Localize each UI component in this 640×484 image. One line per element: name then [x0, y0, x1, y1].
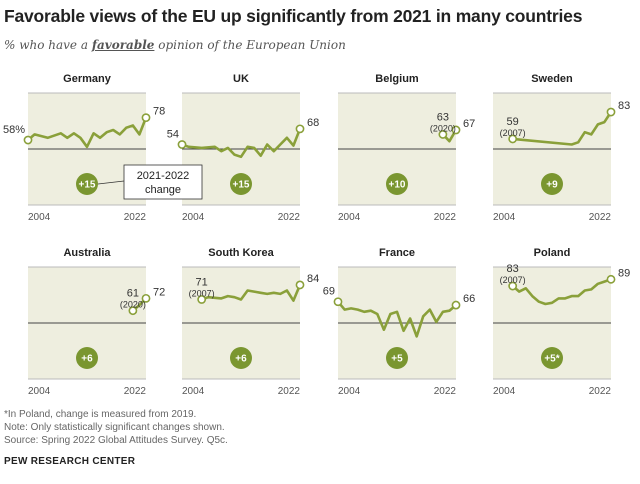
page-subtitle: % who have a favorable opinion of the Eu…: [4, 38, 346, 52]
x-tick-end-belgium: 2022: [434, 212, 457, 223]
series-line-poland: [511, 277, 613, 306]
change-badge-australia: [76, 347, 98, 369]
end-label-poland: 89: [618, 267, 630, 279]
series-line-germany: [26, 116, 148, 149]
end-label-germany: 78: [153, 106, 165, 118]
callout-leader: [97, 180, 125, 185]
start-marker-uk: [177, 140, 187, 149]
series-line-sweden: [511, 110, 613, 146]
start-marker-sweden: [508, 134, 518, 144]
change-label-australia: +6: [81, 354, 93, 365]
callout-line1: 2021-2022: [137, 170, 190, 182]
subtitle-prefix: % who have a: [4, 38, 92, 52]
end-marker-australia: [141, 293, 151, 303]
end-label-belgium: 67: [463, 118, 475, 130]
start-sublabel-australia: (2020): [120, 300, 146, 310]
x-tick-end-poland: 2022: [589, 386, 612, 397]
change-badge-germany: [76, 173, 98, 195]
start-label-south-korea: 71: [196, 276, 208, 288]
footnote-note: Note: Only statistically significant cha…: [4, 422, 225, 433]
start-marker-belgium: [438, 130, 448, 139]
x-tick-start-poland: 2004: [493, 386, 516, 397]
start-marker-poland: [508, 281, 518, 291]
start-label-belgium: 63: [437, 111, 449, 123]
end-label-france: 66: [463, 293, 475, 305]
x-tick-start-australia: 2004: [28, 386, 51, 397]
end-marker-france: [451, 300, 461, 310]
x-tick-end-france: 2022: [434, 386, 457, 397]
change-label-belgium: +10: [389, 180, 406, 191]
series-line-uk: [180, 127, 302, 159]
x-tick-end-australia: 2022: [124, 386, 147, 397]
change-badge-france: [386, 347, 408, 369]
panel-title-uk: UK: [233, 73, 249, 85]
footnote-source: Source: Spring 2022 Global Attitudes Sur…: [4, 435, 228, 446]
start-sublabel-poland: (2007): [500, 275, 526, 285]
change-badge-poland: [541, 347, 563, 369]
x-tick-start-south-korea: 2004: [182, 386, 205, 397]
end-marker-sweden: [606, 107, 616, 117]
start-label-france: 69: [323, 286, 335, 298]
panel-title-germany: Germany: [63, 73, 112, 85]
panel-title-australia: Australia: [63, 247, 111, 259]
start-marker-germany: [23, 135, 33, 145]
org-credit: PEW RESEARCH CENTER: [4, 456, 136, 467]
end-label-sweden: 83: [618, 100, 630, 112]
change-label-germany: +15: [79, 180, 96, 191]
x-tick-end-sweden: 2022: [589, 212, 612, 223]
change-badge-uk: [230, 173, 252, 195]
x-tick-end-uk: 2022: [278, 212, 301, 223]
change-badge-belgium: [386, 173, 408, 195]
change-label-poland: +5*: [544, 354, 559, 365]
start-marker-south-korea: [197, 295, 207, 304]
start-marker-france: [333, 297, 343, 307]
start-sublabel-sweden: (2007): [500, 128, 526, 138]
x-tick-start-france: 2004: [338, 386, 361, 397]
panel-title-south-korea: South Korea: [208, 247, 274, 259]
series-line-south-korea: [200, 283, 302, 302]
panel-title-sweden: Sweden: [531, 73, 573, 85]
callout-box: [123, 164, 203, 200]
panel-title-belgium: Belgium: [375, 73, 419, 85]
page-title: Favorable views of the EU up significant…: [4, 6, 583, 26]
start-sublabel-south-korea: (2007): [189, 288, 215, 298]
change-badge-south-korea: [230, 347, 252, 369]
x-tick-end-south-korea: 2022: [278, 386, 301, 397]
end-label-uk: 68: [307, 117, 319, 129]
x-tick-start-belgium: 2004: [338, 212, 361, 223]
change-label-france: +5: [391, 354, 403, 365]
end-label-south-korea: 84: [307, 273, 319, 285]
start-label-poland: 83: [507, 263, 519, 275]
start-marker-australia: [128, 306, 138, 316]
end-marker-poland: [606, 274, 616, 284]
start-label-sweden: 59: [507, 116, 519, 128]
x-tick-start-sweden: 2004: [493, 212, 516, 223]
x-tick-start-germany: 2004: [28, 212, 51, 223]
panel-title-poland: Poland: [534, 247, 571, 259]
panel-title-france: France: [379, 247, 415, 259]
start-label-australia: 61: [127, 288, 139, 300]
change-label-south-korea: +6: [235, 354, 247, 365]
subtitle-emphasis: favorable: [91, 38, 155, 52]
end-marker-belgium: [451, 125, 461, 135]
change-badge-sweden: [541, 173, 563, 195]
end-marker-uk: [295, 124, 305, 134]
callout-line2: change: [145, 184, 181, 196]
x-tick-end-germany: 2022: [124, 212, 147, 223]
start-label-uk: 54: [167, 129, 179, 141]
start-label-germany: 58%: [3, 124, 25, 136]
start-sublabel-belgium: (2020): [430, 123, 456, 133]
change-label-sweden: +9: [546, 180, 558, 191]
end-marker-south-korea: [295, 280, 305, 290]
series-line-france: [336, 300, 458, 338]
x-tick-start-uk: 2004: [182, 212, 205, 223]
subtitle-suffix: opinion of the European Union: [154, 38, 346, 52]
change-label-uk: +15: [233, 180, 250, 191]
end-label-australia: 72: [153, 286, 165, 298]
end-marker-germany: [141, 113, 151, 123]
footnote-poland: *In Poland, change is measured from 2019…: [4, 409, 197, 420]
